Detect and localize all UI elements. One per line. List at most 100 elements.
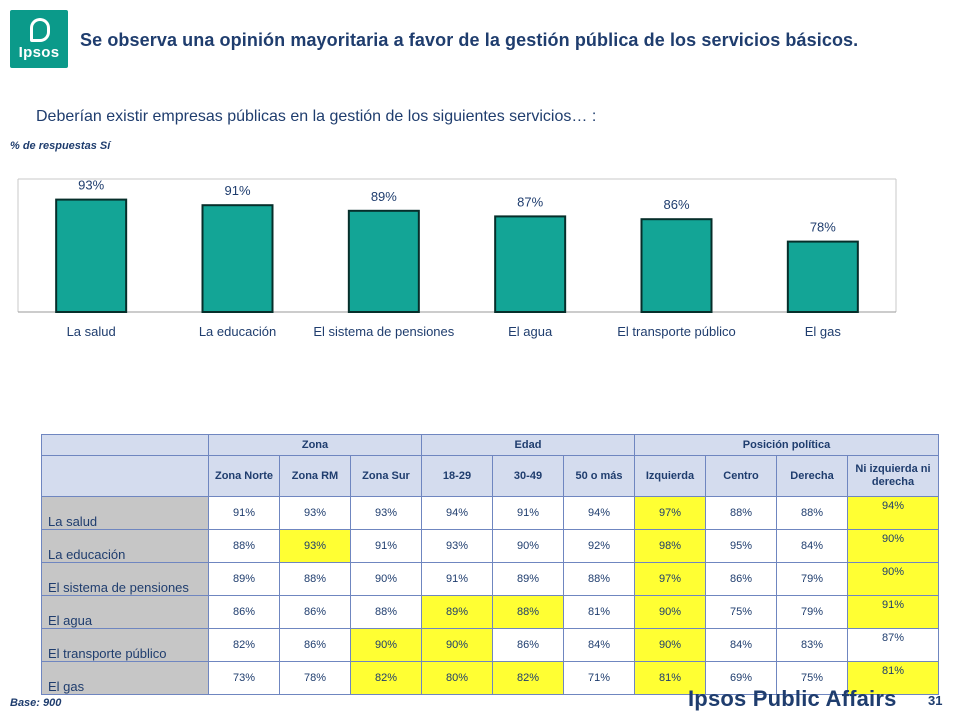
table-cell: 79% xyxy=(776,562,848,596)
table-cell: 83% xyxy=(776,628,848,662)
group-header-2: Posición política xyxy=(634,434,939,456)
column-header-9: Ni izquierda ni derecha xyxy=(847,455,939,497)
group-header-row: Zona Edad Posición política xyxy=(41,434,939,456)
group-header-0: Zona xyxy=(208,434,422,456)
column-header-row: Zona Norte Zona RM Zona Sur 18-29 30-49 50 o … xyxy=(41,455,939,497)
table-cell: 86% xyxy=(208,595,280,629)
x-tick-label-3: El agua xyxy=(508,324,553,339)
group-header-1: Edad xyxy=(421,434,635,456)
table-cell: 69% xyxy=(705,661,777,695)
table-cell: 78% xyxy=(279,661,351,695)
row-label-3: El agua xyxy=(41,595,209,629)
table-cell: 89% xyxy=(421,595,493,629)
bar-2 xyxy=(347,209,420,313)
bar-0 xyxy=(55,198,128,313)
ipsos-logo-icon xyxy=(30,18,50,42)
response-note: % de respuestas Sí xyxy=(10,140,111,152)
table-cell: 81% xyxy=(847,661,939,695)
table-row: La salud 91% 93% 93% 94% 91% 94% 97% 88% 88% 94% xyxy=(41,496,939,530)
table-cell: 93% xyxy=(279,529,351,563)
x-tick-label-2: El sistema de pensiones xyxy=(313,324,454,339)
table-cell: 90% xyxy=(847,529,939,563)
table-cell: 88% xyxy=(705,496,777,530)
table-cell: 89% xyxy=(492,562,564,596)
column-header-3: 18-29 xyxy=(421,455,493,497)
table-cell: 84% xyxy=(705,628,777,662)
table-cell: 91% xyxy=(350,529,422,563)
table-cell: 80% xyxy=(421,661,493,695)
row-label-5: El gas xyxy=(41,661,209,695)
column-header-0: Zona Norte xyxy=(208,455,280,497)
table-cell: 73% xyxy=(208,661,280,695)
row-label-0: La salud xyxy=(41,496,209,530)
table-cell: 86% xyxy=(279,595,351,629)
table-cell: 84% xyxy=(563,628,635,662)
table-cell: 90% xyxy=(492,529,564,563)
x-tick-label-5: El gas xyxy=(805,324,842,339)
table-cell: 91% xyxy=(847,595,939,629)
table-cell: 88% xyxy=(350,595,422,629)
table-cell: 75% xyxy=(705,595,777,629)
table-cell: 86% xyxy=(705,562,777,596)
table-cell: 94% xyxy=(847,496,939,530)
table-cell: 75% xyxy=(776,661,848,695)
column-header-5: 50 o más xyxy=(563,455,635,497)
table-cell: 93% xyxy=(279,496,351,530)
x-tick-label-4: El transporte público xyxy=(617,324,736,339)
table-cell: 93% xyxy=(421,529,493,563)
table-cell: 90% xyxy=(421,628,493,662)
table-cell: 88% xyxy=(563,562,635,596)
table-cell: 94% xyxy=(563,496,635,530)
table-row: El transporte público 82% 86% 90% 90% 86% 84% 9… xyxy=(41,628,939,662)
column-header-8: Derecha xyxy=(776,455,848,497)
data-label-2: 89% xyxy=(371,189,397,204)
table-cell: 82% xyxy=(208,628,280,662)
bar-1 xyxy=(201,204,274,314)
column-header-6: Izquierda xyxy=(634,455,706,497)
table-cell: 90% xyxy=(350,628,422,662)
bar-chart: 93% La salud 91% La educación 89% El sistema … xyxy=(17,178,897,339)
table-cell: 90% xyxy=(350,562,422,596)
table-cell: 81% xyxy=(634,661,706,695)
crosstab-table-wrapper: Zona Edad Posición política Zona Norte Zona… xyxy=(41,434,939,695)
table-cell: 97% xyxy=(634,496,706,530)
table-cell: 94% xyxy=(421,496,493,530)
table-cell: 95% xyxy=(705,529,777,563)
crosstab-table: Zona Edad Posición política Zona Norte Zona… xyxy=(41,434,939,695)
table-cell: 93% xyxy=(350,496,422,530)
brand-name: Ipsos Public Affairs xyxy=(688,686,897,711)
table-cell: 90% xyxy=(634,628,706,662)
table-row: El agua 86% 86% 88% 89% 88% 81% 90% 75% 79% 91% xyxy=(41,595,939,629)
base-note: Base: 900 xyxy=(10,697,62,709)
question-text: Deberían existir empresas públicas en la… xyxy=(36,108,597,125)
table-cell: 81% xyxy=(563,595,635,629)
data-label-0: 93% xyxy=(78,178,104,193)
table-cell: 88% xyxy=(208,529,280,563)
table-cell: 71% xyxy=(563,661,635,695)
table-cell: 86% xyxy=(279,628,351,662)
bar-5 xyxy=(786,240,859,313)
table-cell: 86% xyxy=(492,628,564,662)
table-cell: 84% xyxy=(776,529,848,563)
data-label-5: 78% xyxy=(810,220,836,235)
table-cell: 87% xyxy=(847,628,939,662)
column-header-4: 30-49 xyxy=(492,455,564,497)
table-cell: 88% xyxy=(279,562,351,596)
table-row: El gas 73% 78% 82% 80% 82% 71% 81% 69% 75% 81% xyxy=(41,661,939,695)
data-label-4: 86% xyxy=(663,197,689,212)
table-cell: 97% xyxy=(634,562,706,596)
row-label-1: La educación xyxy=(41,529,209,563)
row-label-2: El sistema de pensiones xyxy=(41,562,209,596)
table-cell: 82% xyxy=(350,661,422,695)
ipsos-logo: Ipsos xyxy=(10,10,68,68)
table-row: El sistema de pensiones 89% 88% 90% 91% 89% 88… xyxy=(41,562,939,596)
table-cell: 88% xyxy=(776,496,848,530)
table-cell: 98% xyxy=(634,529,706,563)
data-label-1: 91% xyxy=(224,183,250,198)
bar-4 xyxy=(640,218,713,314)
table-cell: 89% xyxy=(208,562,280,596)
table-cell: 79% xyxy=(776,595,848,629)
table-row: La educación 88% 93% 91% 93% 90% 92% 98% 95% 84% 9… xyxy=(41,529,939,563)
bar-3 xyxy=(494,215,567,313)
corner-cell-2 xyxy=(41,455,209,497)
